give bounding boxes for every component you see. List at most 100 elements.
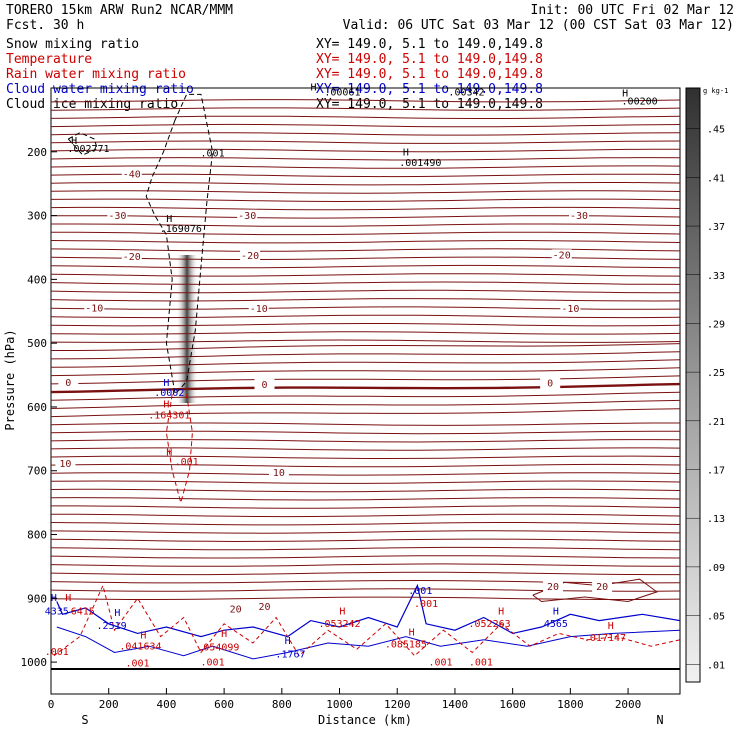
colorbar-tick-label: .13 (707, 514, 725, 525)
isotherm-lines (51, 99, 680, 600)
isotherm-line (51, 367, 680, 377)
legend-xy-temperature: XY= 149.0, 5.1 to 149.0,149.8 (316, 52, 543, 67)
y-tick-label: 900 (27, 592, 47, 605)
isotherm-label: -10 (250, 304, 268, 315)
isotherm-label-bg (121, 168, 142, 180)
cloud-ice-contour (145, 93, 214, 396)
isotherm-line (51, 331, 680, 335)
isotherm-label: 10 (273, 468, 285, 479)
maximum-value-label: .1767 (275, 650, 305, 661)
isotherm-line (51, 351, 680, 360)
isotherm-label-bg (569, 209, 590, 221)
maximum-value-label: .041634 (119, 641, 161, 652)
isotherm-line (51, 422, 680, 426)
maximum-H-marker: H (65, 593, 71, 604)
colorbar-tick-label: .41 (707, 173, 725, 184)
isotherm-line (51, 281, 680, 285)
isotherm-label-bg (540, 377, 561, 389)
x-axis: 0 200 400 600 800 1000 1200 1400 1600 1800 2000 (48, 688, 641, 711)
isotherm-label: 0 (65, 378, 71, 389)
isotherm-label-bg (254, 378, 275, 390)
isotherm-line (51, 223, 680, 227)
legend-xy-snow: XY= 149.0, 5.1 to 149.0,149.8 (316, 37, 543, 52)
maximum-value-label: 4335 (45, 606, 69, 617)
colorbar-tick-label: .45 (707, 125, 725, 136)
legend-field-temperature: Temperature (6, 52, 92, 67)
legend-xy-rain: XY= 149.0, 5.1 to 149.0,149.8 (316, 67, 543, 82)
maximum-H-marker: H (114, 608, 120, 619)
x-tick-label: 1600 (499, 698, 526, 711)
endpoint-south: S (81, 713, 88, 727)
isotherm-label-bg (121, 251, 142, 263)
isotherm-line (51, 571, 680, 576)
isotherm-line (51, 408, 680, 418)
isotherm-label-bg (543, 581, 564, 593)
isotherm-label: -30 (238, 211, 256, 222)
isotherm-line (51, 588, 680, 592)
isotherm-label: -20 (241, 251, 259, 262)
isotherm-line (51, 157, 680, 161)
mixing-ratio-contours (53, 93, 680, 660)
isotherm-label: 20 (596, 582, 608, 593)
x-tick-label: 600 (214, 698, 234, 711)
isotherm-line (51, 148, 680, 153)
isotherm-label: -40 (123, 169, 141, 180)
isotherm-label: 0 (547, 379, 553, 390)
maximum-H-marker: H (553, 606, 559, 617)
maximum-value-label: .00342 (448, 88, 484, 99)
colorbar-ticks: .45 .41 .37 .33 .29 .25 .21 .17 .13 .09 .05 .01 (686, 125, 725, 671)
colorbar-units: g kg-1 (703, 87, 728, 95)
colorbar-tick-label: .37 (707, 222, 725, 233)
legend: Snow mixing ratio XY= 149.0, 5.1 to 149.… (6, 37, 543, 112)
x-tick-label: 1200 (384, 698, 411, 711)
x-tick-label: 0 (48, 698, 55, 711)
isotherm-line (51, 314, 680, 319)
legend-xy-cloud-water: XY= 149.0, 5.1 to 149.0,149.8 (316, 82, 543, 97)
maximum-H-marker: H (166, 447, 172, 458)
y-tick-label: 600 (27, 401, 47, 414)
isotherm-line (51, 273, 680, 277)
isotherm-line (51, 455, 680, 459)
isotherm-line (51, 522, 680, 526)
maximum-H-marker: H (608, 621, 614, 632)
isotherm-line (51, 497, 680, 501)
y-axis: 200 300 400 500 600 700 800 900 1000 (21, 146, 57, 669)
forecast-hour: Fcst. 30 h (6, 18, 84, 33)
maximum-H-marker: H (163, 400, 169, 411)
maximum-value-label: .001 (469, 657, 493, 668)
isotherm-line (51, 538, 680, 543)
isotherm-label-bg (225, 603, 246, 615)
isotherm-line (51, 264, 680, 269)
maximum-value-label: .164301 (148, 410, 190, 421)
isotherm-labels: -40 -30 -30 -30 -20 -20 -20 -10 -10 -10 0 0 0 10 10 20 2… (55, 168, 613, 615)
colorbar-tick-label: .09 (707, 563, 725, 574)
isotherm-label: -20 (553, 250, 571, 261)
isotherm-line (51, 248, 680, 252)
maximum-value-label: 6415 (71, 606, 95, 617)
maximum-value-label: 4565 (544, 619, 568, 630)
isotherm-label: -10 (561, 304, 579, 315)
isotherm-line (51, 231, 680, 236)
isotherm-line (51, 382, 680, 394)
x-tick-label: 1000 (326, 698, 353, 711)
x-axis-label: Distance (km) (318, 713, 412, 727)
isotherm-line (51, 99, 680, 103)
colorbar-tick-label: .33 (707, 271, 725, 282)
isotherm-line (51, 463, 680, 468)
isotherm-label: -30 (108, 211, 126, 222)
isotherm-label: 20 (547, 582, 559, 593)
isotherm-line (51, 439, 680, 443)
maximum-value-label: .053242 (318, 619, 360, 630)
isotherm-label-bg (240, 249, 261, 261)
isotherm-line (51, 239, 680, 244)
isotherm-line (51, 447, 680, 451)
maximum-H-marker: H (339, 606, 345, 617)
isotherm-line (51, 132, 680, 136)
isotherm-line (51, 206, 680, 211)
isotherm-label-bg (248, 302, 269, 314)
y-tick-label: 1000 (21, 656, 48, 669)
maximum-value-label: .002771 (67, 144, 109, 155)
isotherm-label-bg (592, 581, 613, 593)
